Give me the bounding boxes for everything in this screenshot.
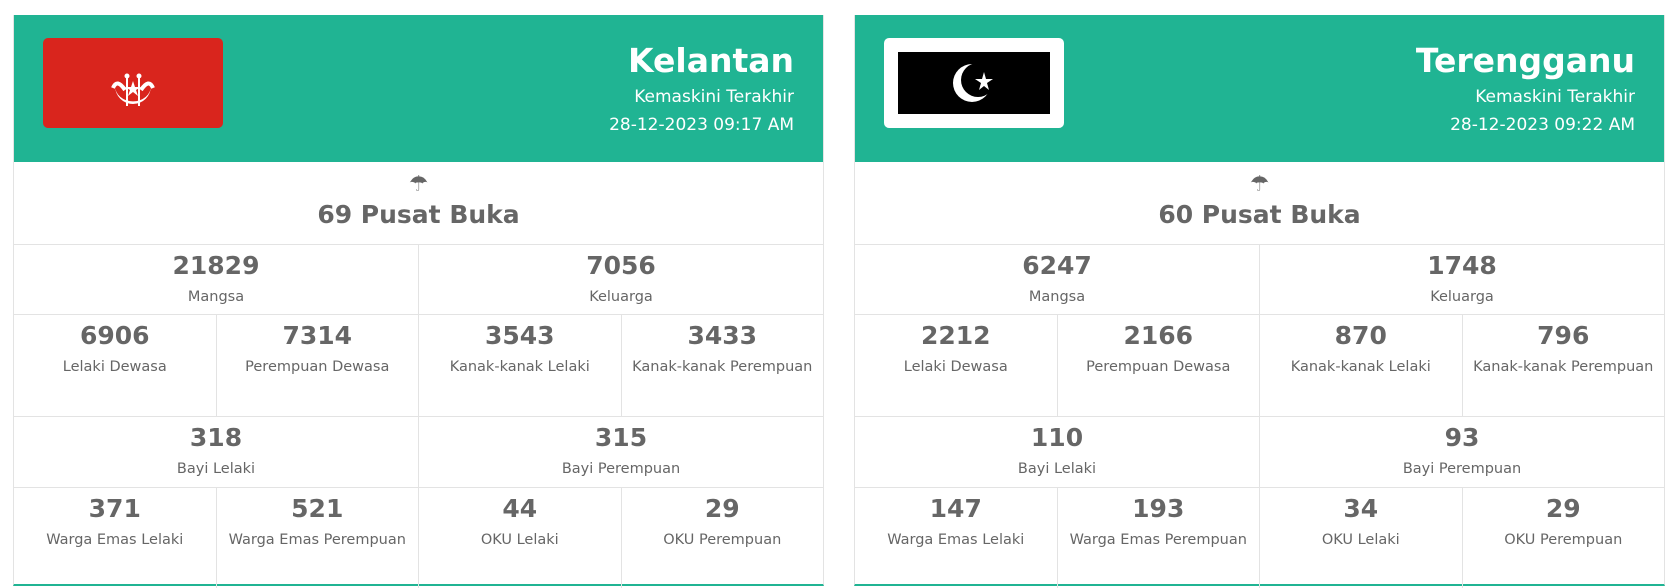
stat-label: Bayi Lelaki xyxy=(1017,461,1097,477)
stat-value: 6906 xyxy=(79,321,150,350)
stat-perempuan-dewasa: 7314 Perempuan Dewasa xyxy=(217,315,419,416)
state-card-terengganu: Terengganu Kemaskini Terakhir 28-12-2023… xyxy=(854,15,1665,588)
pusat-buka-count: 60 Pusat Buka xyxy=(1158,200,1361,229)
stats-row: 2212 Lelaki Dewasa 2166 Perempuan Dewasa 870… xyxy=(855,315,1664,417)
stat-value: 29 xyxy=(1545,494,1581,523)
stat-value: 147 xyxy=(929,494,982,523)
stat-label: Keluarga xyxy=(589,289,653,305)
stat-mangsa: 21829 Mangsa xyxy=(14,245,419,314)
stat-label: Bayi Lelaki xyxy=(176,461,256,477)
stat-emas-perempuan: 193 Warga Emas Perempuan xyxy=(1058,488,1260,588)
umbrella-icon: ☂ xyxy=(1249,172,1270,197)
stat-label: Perempuan Dewasa xyxy=(245,359,390,375)
kelantan-flag xyxy=(43,38,223,128)
card-header: Kelantan Kemaskini Terakhir 28-12-2023 0… xyxy=(14,15,823,162)
stat-value: 2166 xyxy=(1123,321,1194,350)
stat-keluarga: 1748 Keluarga xyxy=(1260,245,1664,314)
stat-emas-perempuan: 521 Warga Emas Perempuan xyxy=(217,488,419,588)
stat-label: Lelaki Dewasa xyxy=(903,359,1008,375)
stats-row: 318 Bayi Lelaki 315 Bayi Perempuan xyxy=(14,417,823,488)
state-name: Terengganu xyxy=(1415,41,1635,80)
stat-value: 3543 xyxy=(484,321,555,350)
stat-bayi-lelaki: 318 Bayi Lelaki xyxy=(14,417,419,487)
stats-row: 371 Warga Emas Lelaki 521 Warga Emas Peremp… xyxy=(14,488,823,588)
stat-value: 3433 xyxy=(687,321,758,350)
stat-value: 315 xyxy=(594,423,648,452)
stat-label: Lelaki Dewasa xyxy=(62,359,167,375)
stat-label: Bayi Perempuan xyxy=(1402,461,1522,477)
stat-value: 1748 xyxy=(1427,251,1497,280)
updated-time: 28-12-2023 09:17 AM xyxy=(609,115,794,135)
stat-label: Bayi Perempuan xyxy=(561,461,681,477)
stat-label: OKU Lelaki xyxy=(1321,532,1400,548)
pusat-buka-count: 69 Pusat Buka xyxy=(317,200,520,229)
stat-bayi-perempuan: 315 Bayi Perempuan xyxy=(419,417,823,487)
stat-bayi-lelaki: 110 Bayi Lelaki xyxy=(855,417,1260,487)
stat-label: Mangsa xyxy=(187,289,245,305)
stat-label: OKU Lelaki xyxy=(480,532,559,548)
terengganu-flag xyxy=(884,38,1064,128)
stat-kanak-perempuan: 796 Kanak-kanak Perempuan xyxy=(1463,315,1665,416)
stat-kanak-lelaki: 870 Kanak-kanak Lelaki xyxy=(1260,315,1463,416)
stat-mangsa: 6247 Mangsa xyxy=(855,245,1260,314)
stat-value: 44 xyxy=(502,494,538,523)
state-name: Kelantan xyxy=(628,41,794,80)
stat-value: 318 xyxy=(189,423,243,452)
stat-value: 21829 xyxy=(172,251,260,280)
stat-label: OKU Perempuan xyxy=(1504,532,1623,548)
stat-kanak-lelaki: 3543 Kanak-kanak Lelaki xyxy=(419,315,622,416)
stats-row: 147 Warga Emas Lelaki 193 Warga Emas Peremp… xyxy=(855,488,1664,588)
stat-value: 870 xyxy=(1334,321,1387,350)
stat-value: 796 xyxy=(1537,321,1590,350)
stat-keluarga: 7056 Keluarga xyxy=(419,245,823,314)
stat-value: 34 xyxy=(1343,494,1379,523)
stat-value: 29 xyxy=(704,494,740,523)
updated-label: Kemaskini Terakhir xyxy=(634,87,794,107)
stats-row: 6906 Lelaki Dewasa 7314 Perempuan Dewasa 354… xyxy=(14,315,823,417)
stat-bayi-perempuan: 93 Bayi Perempuan xyxy=(1260,417,1664,487)
stat-oku-perempuan: 29 OKU Perempuan xyxy=(1463,488,1665,588)
stat-emas-lelaki: 147 Warga Emas Lelaki xyxy=(855,488,1058,588)
stat-value: 7056 xyxy=(586,251,656,280)
updated-label: Kemaskini Terakhir xyxy=(1475,87,1635,107)
umbrella-icon: ☂ xyxy=(408,172,429,197)
stat-label: Warga Emas Lelaki xyxy=(887,532,1025,548)
stats-row: 110 Bayi Lelaki 93 Bayi Perempuan xyxy=(855,417,1664,488)
stat-kanak-perempuan: 3433 Kanak-kanak Perempuan xyxy=(622,315,824,416)
stat-label: Kanak-kanak Lelaki xyxy=(1290,359,1431,375)
stat-value: 93 xyxy=(1444,423,1480,452)
stats-row: 21829 Mangsa 7056 Keluarga xyxy=(14,245,823,315)
stat-lelaki-dewasa: 6906 Lelaki Dewasa xyxy=(14,315,217,416)
stat-label: Perempuan Dewasa xyxy=(1086,359,1231,375)
stat-label: Warga Emas Perempuan xyxy=(1069,532,1247,548)
stat-lelaki-dewasa: 2212 Lelaki Dewasa xyxy=(855,315,1058,416)
stat-value: 110 xyxy=(1030,423,1084,452)
state-card-kelantan: Kelantan Kemaskini Terakhir 28-12-2023 0… xyxy=(13,15,824,588)
stat-label: Keluarga xyxy=(1430,289,1494,305)
card-header: Terengganu Kemaskini Terakhir 28-12-2023… xyxy=(855,15,1664,162)
stat-value: 371 xyxy=(88,494,141,523)
stat-label: Kanak-kanak Lelaki xyxy=(449,359,590,375)
stat-value: 521 xyxy=(291,494,344,523)
stat-oku-lelaki: 34 OKU Lelaki xyxy=(1260,488,1463,588)
stat-label: Warga Emas Lelaki xyxy=(46,532,184,548)
stat-value: 7314 xyxy=(282,321,353,350)
stat-emas-lelaki: 371 Warga Emas Lelaki xyxy=(14,488,217,588)
stat-label: Mangsa xyxy=(1028,289,1086,305)
updated-time: 28-12-2023 09:22 AM xyxy=(1450,115,1635,135)
stat-oku-lelaki: 44 OKU Lelaki xyxy=(419,488,622,588)
stat-perempuan-dewasa: 2166 Perempuan Dewasa xyxy=(1058,315,1260,416)
stat-value: 193 xyxy=(1132,494,1185,523)
stat-label: OKU Perempuan xyxy=(663,532,782,548)
stat-label: Kanak-kanak Perempuan xyxy=(1473,359,1654,375)
stat-oku-perempuan: 29 OKU Perempuan xyxy=(622,488,824,588)
stat-value: 2212 xyxy=(920,321,991,350)
stat-value: 6247 xyxy=(1022,251,1092,280)
stats-row: 6247 Mangsa 1748 Keluarga xyxy=(855,245,1664,315)
stat-label: Kanak-kanak Perempuan xyxy=(632,359,813,375)
stat-label: Warga Emas Perempuan xyxy=(228,532,406,548)
